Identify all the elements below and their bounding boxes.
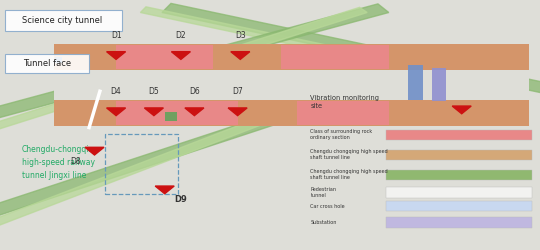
Bar [105,134,178,194]
Text: Tunnel face: Tunnel face [23,58,72,68]
Text: D6: D6 [189,87,200,96]
Bar [54,70,529,100]
Polygon shape [144,108,164,116]
Text: Chengdu-chongqing
high-speed railway
tunnel Jingxi line: Chengdu-chongqing high-speed railway tun… [22,145,99,180]
Bar [5,10,122,31]
Bar [165,112,177,121]
Polygon shape [155,186,174,194]
Bar [54,44,529,70]
Polygon shape [0,100,313,225]
Text: D7: D7 [232,87,243,96]
Bar [5,54,89,72]
Polygon shape [162,4,540,92]
Text: Car cross hole: Car cross hole [310,204,345,208]
Bar [116,101,238,125]
Polygon shape [0,7,367,129]
Polygon shape [140,7,524,92]
Polygon shape [231,52,250,59]
Text: D8: D8 [70,158,81,166]
Text: D9: D9 [174,195,187,204]
Bar [408,65,423,100]
Bar [386,130,532,140]
Bar [54,100,529,126]
Bar [386,150,532,160]
Text: D3: D3 [235,31,246,40]
Text: Chengdu chongqing high speed
shaft tunnel line: Chengdu chongqing high speed shaft tunne… [310,169,388,180]
Bar [432,68,445,101]
Polygon shape [228,108,247,116]
Bar [386,201,532,211]
Text: Class of surrounding rock
ordinary section: Class of surrounding rock ordinary secti… [310,129,373,140]
Polygon shape [171,52,191,59]
Bar [386,170,532,180]
Polygon shape [85,147,104,155]
Polygon shape [106,108,126,116]
Bar [281,45,389,69]
Text: Vibration monitoring
site: Vibration monitoring site [310,95,380,108]
Text: Pedestrian
tunnel: Pedestrian tunnel [310,187,336,198]
Text: Substation: Substation [310,220,337,225]
Polygon shape [106,52,126,59]
Bar [386,217,532,228]
Text: Chengdu chongqing high speed
shaft tunnel line: Chengdu chongqing high speed shaft tunne… [310,149,388,160]
Bar [55,57,62,63]
Text: D1: D1 [111,31,122,40]
Text: D2: D2 [176,31,186,40]
Text: Science city tunnel: Science city tunnel [22,16,102,25]
Text: D5: D5 [148,87,159,96]
Polygon shape [0,4,389,117]
Bar [297,101,389,125]
Polygon shape [0,97,335,215]
Text: D4: D4 [111,87,122,96]
Bar [116,45,213,69]
Polygon shape [185,108,204,116]
Bar [386,187,532,198]
Polygon shape [452,106,471,114]
